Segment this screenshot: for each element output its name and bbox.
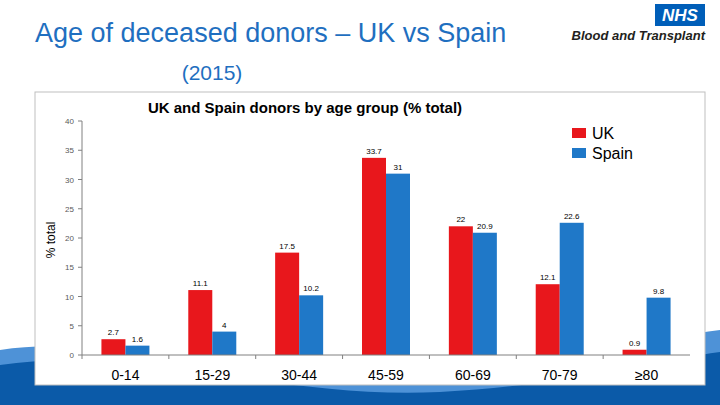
data-label: 20.9 <box>477 222 493 231</box>
chart-frame <box>35 92 705 385</box>
x-tick-label: ≥80 <box>635 367 658 383</box>
y-tick-label: 40 <box>65 117 74 126</box>
legend-label: Spain <box>592 145 633 162</box>
y-tick-label: 15 <box>65 263 74 272</box>
x-axis <box>82 355 690 356</box>
y-tick-label: 0 <box>70 351 75 360</box>
y-tick <box>78 325 82 326</box>
data-label: 10.2 <box>303 284 319 293</box>
y-axis-label: % total <box>44 222 58 259</box>
x-tick-label: 0-14 <box>111 367 139 383</box>
y-tick-label: 10 <box>65 293 74 302</box>
x-tick-label: 70-79 <box>542 367 578 383</box>
bars <box>101 158 670 355</box>
data-label: 2.7 <box>108 328 120 337</box>
background <box>0 0 720 405</box>
y-tick <box>78 238 82 239</box>
data-label: 12.1 <box>540 273 556 282</box>
y-tick <box>78 208 82 209</box>
data-label: 9.8 <box>653 287 665 296</box>
x-tick <box>516 355 517 359</box>
bar <box>449 226 473 355</box>
y-tick-label: 25 <box>65 205 74 214</box>
bar <box>536 284 560 355</box>
x-tick-label: 60-69 <box>455 367 491 383</box>
y-tick-label: 30 <box>65 176 74 185</box>
slide: Age of deceased donors – UK vs Spain (201… <box>0 0 720 405</box>
y-tick <box>78 355 82 356</box>
slide-subtitle: (2015) <box>182 61 243 84</box>
data-label: 0.9 <box>629 339 641 348</box>
chart-title: UK and Spain donors by age group (% tota… <box>148 99 462 116</box>
y-tick-label: 35 <box>65 146 74 155</box>
data-label: 1.6 <box>132 335 144 344</box>
bar <box>362 158 386 355</box>
x-tick <box>603 355 604 359</box>
bar <box>647 298 671 355</box>
legend-swatch <box>572 128 586 138</box>
x-tick-label: 45-59 <box>368 367 404 383</box>
bar <box>101 339 125 355</box>
y-tick <box>78 267 82 268</box>
y-tick <box>78 121 82 122</box>
x-tick-label: 15-29 <box>194 367 230 383</box>
x-tick <box>342 355 343 359</box>
data-label: 22 <box>456 215 465 224</box>
bar <box>386 174 410 355</box>
data-label: 31 <box>394 163 403 172</box>
bar <box>560 223 584 355</box>
y-tick <box>78 179 82 180</box>
x-tick <box>255 355 256 359</box>
y-tick <box>78 296 82 297</box>
logo-box <box>655 4 705 26</box>
y-tick <box>78 150 82 151</box>
legend-label: UK <box>592 125 615 142</box>
logo-subtitle: Blood and Transplant <box>572 28 706 43</box>
bar <box>188 290 212 355</box>
bar <box>623 350 647 355</box>
y-tick-label: 20 <box>65 234 74 243</box>
x-tick-label: 30-44 <box>281 367 317 383</box>
slide-title: Age of deceased donors – UK vs Spain <box>35 18 506 48</box>
data-label: 4 <box>222 321 227 330</box>
logo: NHS <box>662 6 699 25</box>
y-axis <box>82 121 83 355</box>
x-tick <box>82 355 83 359</box>
bar <box>299 295 323 355</box>
legend-swatch <box>572 148 586 158</box>
data-label: 11.1 <box>193 279 209 288</box>
bar <box>473 233 497 355</box>
bar <box>212 332 236 355</box>
data-label: 22.6 <box>564 212 580 221</box>
y-tick-label: 5 <box>70 322 75 331</box>
bar <box>275 253 299 355</box>
data-label: 17.5 <box>279 242 295 251</box>
data-label: 33.7 <box>366 147 382 156</box>
x-tick <box>429 355 430 359</box>
x-tick <box>168 355 169 359</box>
bar <box>125 346 149 355</box>
